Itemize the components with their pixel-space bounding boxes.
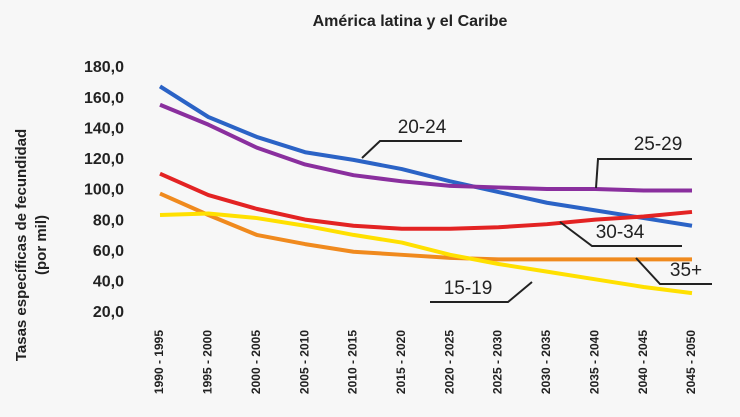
series-label: 25-29 — [634, 134, 683, 155]
chart-title: América latina y el Caribe — [313, 13, 508, 30]
callout-line — [595, 158, 692, 189]
x-tick-label: 2025 - 2030 — [491, 330, 505, 394]
series-line — [159, 102, 692, 193]
x-tick-label: 2010 - 2015 — [346, 330, 360, 394]
y-tick-label: 20,0 — [93, 304, 124, 321]
series-label: 30-34 — [596, 222, 645, 243]
callout-line — [430, 281, 533, 303]
y-tick-label: 100,0 — [84, 182, 124, 199]
y-tick-label: 80,0 — [93, 212, 124, 229]
callout-line — [361, 140, 462, 159]
x-tick-label: 2035 - 2040 — [587, 330, 601, 394]
x-tick-label: 1990 - 1995 — [152, 330, 166, 394]
series-label: 15-19 — [444, 278, 493, 299]
x-tick-label: 2045 - 2050 — [684, 330, 698, 394]
series-line — [159, 171, 693, 231]
y-tick-label: 40,0 — [93, 274, 124, 291]
x-tick-label: 2000 - 2005 — [249, 330, 263, 394]
callout-line — [559, 221, 682, 247]
y-tick-label: 180,0 — [84, 59, 124, 76]
x-tick-label: 2040 - 2045 — [636, 330, 650, 394]
series-label: 20-24 — [398, 117, 447, 138]
x-tick-label: 2030 - 2035 — [539, 330, 553, 394]
x-tick-label: 2005 - 2010 — [297, 330, 311, 394]
x-tick-label: 2015 - 2020 — [394, 330, 408, 394]
y-tick-label: 120,0 — [84, 151, 124, 168]
y-tick-label: 60,0 — [93, 243, 124, 260]
callout-line — [635, 257, 712, 285]
series-line — [159, 211, 693, 296]
series-label: 35+ — [670, 260, 702, 281]
x-tick-label: 1995 - 2000 — [201, 330, 215, 394]
series-line — [158, 84, 693, 228]
y-tick-label: 140,0 — [84, 120, 124, 137]
y-tick-label: 160,0 — [84, 90, 124, 107]
y-axis-title: Tasas específicas de fecundidad — [13, 129, 30, 361]
x-tick-label: 2020 - 2025 — [442, 330, 456, 394]
y-axis-title: (por mil) — [33, 215, 50, 275]
series-line — [159, 191, 692, 262]
